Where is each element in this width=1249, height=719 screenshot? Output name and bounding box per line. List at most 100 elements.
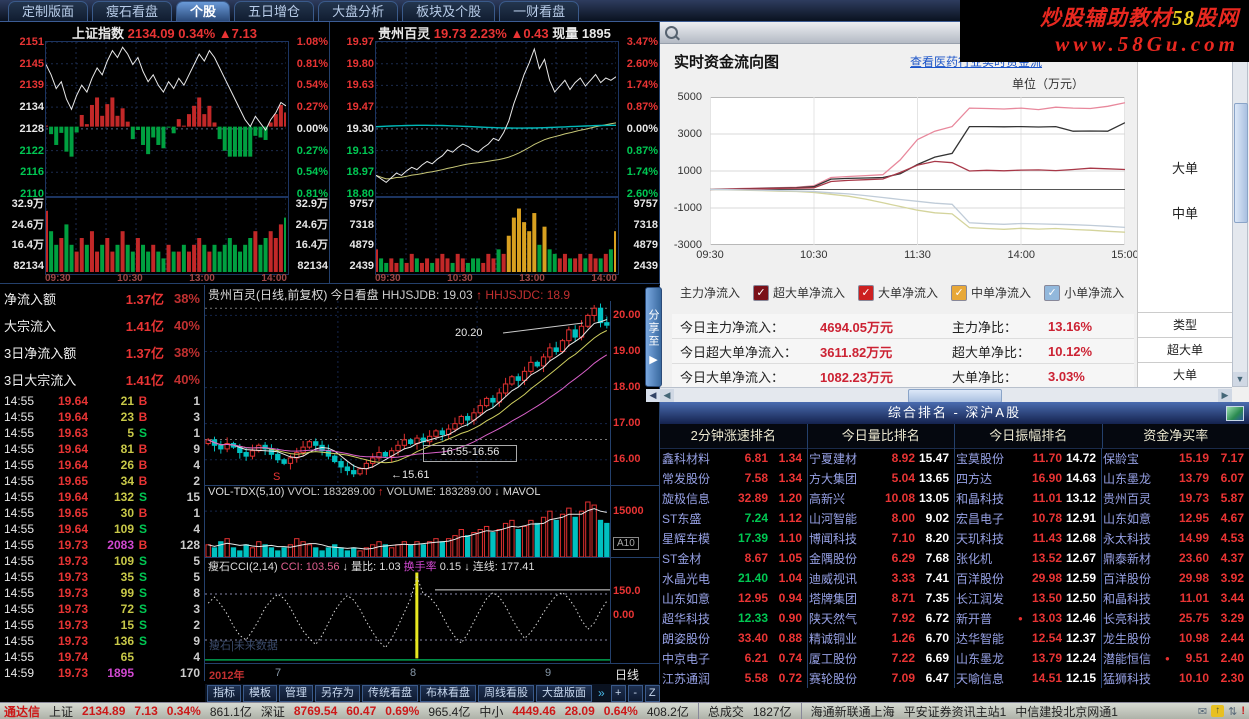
ranking-row[interactable]: 山东墨龙 13.79 12.24: [956, 651, 1096, 666]
sh-price-chart[interactable]: [44, 41, 289, 197]
zoom-in-button[interactable]: +: [610, 684, 626, 702]
ranking-row[interactable]: 山东墨龙 13.79 6.07: [1103, 471, 1244, 486]
gz-volume-chart[interactable]: [374, 197, 619, 275]
toolbar-button[interactable]: 管理: [279, 684, 313, 702]
ranking-row[interactable]: 天玑科技 11.43 12.68: [956, 531, 1096, 546]
kline-candle-chart[interactable]: [205, 301, 610, 490]
type-row[interactable]: 大单: [1138, 362, 1232, 387]
ranking-row[interactable]: 张化机 13.52 12.67: [956, 551, 1096, 566]
kline-volume-chart[interactable]: [205, 498, 610, 562]
ranking-row[interactable]: 天喻信息 14.51 12.15: [956, 671, 1096, 686]
ranking-row[interactable]: 保龄宝 15.19 7.17: [1103, 451, 1244, 466]
ranking-row[interactable]: 宏昌电子 10.78 12.91: [956, 511, 1096, 526]
scrollbar-thumb[interactable]: [1234, 103, 1248, 223]
panel-corner-icon[interactable]: [1226, 406, 1244, 421]
ranking-row[interactable]: 中京电子 6.21 0.74: [662, 651, 802, 666]
ranking-row[interactable]: 潜能恒信 ● 9.51 2.40: [1103, 651, 1244, 666]
top-tab[interactable]: 定制版面: [8, 1, 89, 21]
ranking-header-speed[interactable]: 2分钟涨速排名: [660, 424, 808, 448]
ranking-row[interactable]: 贵州百灵 19.73 5.87: [1103, 491, 1244, 506]
ranking-row[interactable]: ST东盛 7.24 1.12: [662, 511, 802, 526]
ranking-row[interactable]: 长亮科技 25.75 3.29: [1103, 611, 1244, 626]
ranking-row[interactable]: 朗姿股份 33.40 0.88: [662, 631, 802, 646]
toolbar-button[interactable]: 传统看盘: [362, 684, 418, 702]
search-icon[interactable]: [665, 26, 678, 39]
tick-row[interactable]: 14:55 19.64 109 S 4: [4, 522, 200, 536]
tick-row[interactable]: 14:55 19.64 81 B 9: [4, 442, 200, 456]
tick-row[interactable]: 14:55 19.64 132 S 15: [4, 490, 200, 504]
ranking-row[interactable]: 江苏通润 5.58 0.72: [662, 671, 802, 686]
ranking-header-amplitude[interactable]: 今日振幅排名: [955, 424, 1103, 448]
tick-row[interactable]: 14:55 19.73 35 S 5: [4, 570, 200, 584]
z-button[interactable]: Z: [644, 684, 660, 702]
toolbar-button[interactable]: 模板: [243, 684, 277, 702]
flow-legend-item[interactable]: ✓ 大单净流入: [858, 284, 938, 301]
top-tab[interactable]: 大盘分析: [318, 1, 399, 21]
ranking-row[interactable]: 和晶科技 11.01 13.12: [956, 491, 1096, 506]
toolbar-more-button[interactable]: »: [598, 686, 605, 700]
ranking-row[interactable]: 宁夏建材 8.92 15.47: [809, 451, 949, 466]
ranking-row[interactable]: 旋极信息 32.89 1.20: [662, 491, 802, 506]
flow-legend-item[interactable]: ✓ 小单净流入: [1044, 284, 1124, 301]
top-tab[interactable]: 五日增仓: [234, 1, 315, 21]
ranking-row[interactable]: 常发股份 7.58 1.34: [662, 471, 802, 486]
ranking-row[interactable]: 方大集团 5.04 13.65: [809, 471, 949, 486]
share-tab[interactable]: 分享至 ▶: [645, 287, 662, 387]
tick-row[interactable]: 14:55 19.65 34 B 2: [4, 474, 200, 488]
checkbox-icon[interactable]: ✓: [951, 284, 968, 301]
tick-row[interactable]: 14:55 19.65 30 B 1: [4, 506, 200, 520]
tick-row[interactable]: 14:55 19.73 2083 B 128: [4, 538, 200, 552]
scroll-left-arrow[interactable]: ◀: [660, 389, 674, 402]
sh-volume-chart[interactable]: [44, 197, 289, 275]
period-label[interactable]: 日线: [615, 668, 640, 682]
ranking-row[interactable]: 厦工股份 7.22 6.69: [809, 651, 949, 666]
ranking-row[interactable]: 和晶科技 11.01 3.44: [1103, 591, 1244, 606]
ranking-row[interactable]: 宝莫股份 11.70 14.72: [956, 451, 1096, 466]
ranking-row[interactable]: 猛狮科技 10.10 2.30: [1103, 671, 1244, 686]
ranking-row[interactable]: 塔牌集团 8.71 7.35: [809, 591, 949, 606]
tick-row[interactable]: 14:55 19.73 15 S 2: [4, 618, 200, 632]
type-row[interactable]: 超大单: [1138, 337, 1232, 362]
ranking-row[interactable]: 百洋股份 29.98 12.59: [956, 571, 1096, 586]
ranking-row[interactable]: 山东如意 12.95 0.94: [662, 591, 802, 606]
ranking-row[interactable]: 博闻科技 7.10 8.20: [809, 531, 949, 546]
ranking-row[interactable]: 超华科技 12.33 0.90: [662, 611, 802, 626]
ranking-row[interactable]: 星辉车模 17.39 1.10: [662, 531, 802, 546]
tick-row[interactable]: 14:55 19.73 72 S 3: [4, 602, 200, 616]
tick-row[interactable]: 14:55 19.64 23 B 3: [4, 410, 200, 424]
ranking-row[interactable]: 鼎泰新材 23.60 4.37: [1103, 551, 1244, 566]
ranking-row[interactable]: 迪威视讯 3.33 7.41: [809, 571, 949, 586]
checkbox-icon[interactable]: ✓: [858, 284, 875, 301]
ranking-row[interactable]: 精诚铜业 1.26 6.70: [809, 631, 949, 646]
vertical-scrollbar[interactable]: ▼: [1232, 46, 1248, 387]
ranking-row[interactable]: 新开普 ● 13.03 12.46: [956, 611, 1096, 626]
top-tab[interactable]: 个股: [176, 1, 231, 21]
ranking-row[interactable]: 金隅股份 6.29 7.68: [809, 551, 949, 566]
scroll-down-arrow[interactable]: ▼: [1233, 372, 1247, 386]
ranking-row[interactable]: 水晶光电 21.40 1.04: [662, 571, 802, 586]
horizontal-scrollbar[interactable]: ◀ ▶: [660, 387, 1232, 403]
toolbar-button[interactable]: 大盘版面: [536, 684, 592, 702]
flow-legend-item[interactable]: ✓ 超大单净流入: [753, 284, 845, 301]
ranking-header-volume-ratio[interactable]: 今日量比排名: [808, 424, 955, 448]
connection-icon[interactable]: ⇅: [1228, 705, 1238, 718]
ranking-row[interactable]: 百洋股份 29.98 3.92: [1103, 571, 1244, 586]
flow-legend-item[interactable]: 主力净流入: [680, 286, 741, 300]
tick-row[interactable]: 14:55 19.64 26 B 4: [4, 458, 200, 472]
tick-row[interactable]: 14:55 19.64 21 B 1: [4, 394, 200, 408]
top-tab[interactable]: 板块及个股: [402, 1, 496, 21]
scroll-right-arrow[interactable]: ▶: [1218, 389, 1232, 402]
toolbar-button[interactable]: 指标: [207, 684, 241, 702]
tick-row[interactable]: 14:55 19.63 5 S 1: [4, 426, 200, 440]
toolbar-button[interactable]: 另存为: [315, 684, 360, 702]
ranking-row[interactable]: 龙生股份 10.98 2.44: [1103, 631, 1244, 646]
tick-row[interactable]: 14:55 19.73 136 S 9: [4, 634, 200, 648]
top-tab[interactable]: 一财看盘: [499, 1, 580, 21]
ranking-row[interactable]: 高新兴 10.08 13.05: [809, 491, 949, 506]
toolbar-button[interactable]: 周线看股: [478, 684, 534, 702]
checkbox-icon[interactable]: ✓: [753, 284, 770, 301]
flow-line-chart[interactable]: [709, 96, 1126, 250]
cci-chart[interactable]: [205, 571, 610, 668]
alert-icon[interactable]: !: [1241, 705, 1245, 717]
mail-icon[interactable]: ✉: [1197, 705, 1208, 718]
